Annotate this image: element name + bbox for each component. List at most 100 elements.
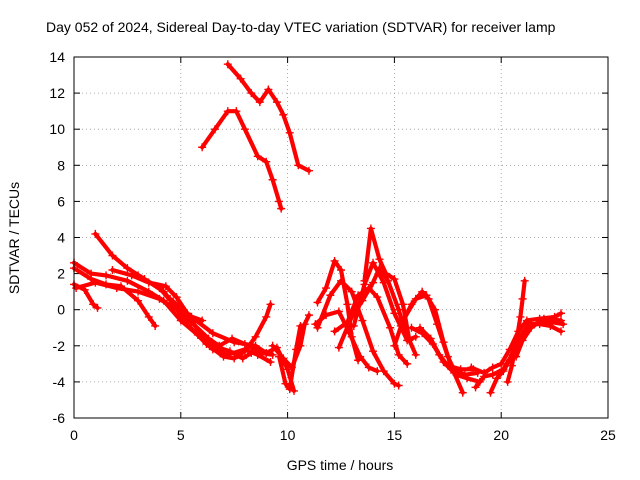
data-point	[247, 89, 256, 98]
data-point	[238, 354, 247, 363]
data-point	[262, 349, 271, 358]
data-point	[151, 321, 160, 330]
series-arc-21	[396, 287, 484, 386]
data-point	[458, 388, 467, 397]
data-point	[251, 332, 260, 341]
data-point	[418, 287, 427, 296]
data-point	[251, 341, 260, 350]
data-point	[330, 256, 339, 265]
data-point	[497, 359, 506, 368]
y-tick-label: 8	[57, 157, 65, 173]
data-point	[439, 358, 448, 367]
data-point	[366, 224, 375, 233]
data-point	[285, 385, 294, 394]
data-point	[407, 323, 416, 332]
data-point	[277, 204, 286, 213]
data-point	[183, 320, 192, 329]
y-tick-label: 0	[57, 302, 65, 318]
data-point	[390, 309, 399, 318]
data-point	[290, 386, 299, 395]
data-point	[247, 349, 256, 358]
series-arc-10	[275, 321, 305, 394]
data-point	[304, 311, 313, 320]
data-point	[488, 370, 497, 379]
data-point	[396, 321, 405, 330]
data-point	[512, 338, 521, 347]
y-tick-label: -6	[53, 410, 66, 426]
data-point	[264, 85, 273, 94]
data-point	[102, 271, 111, 280]
chart-title: Day 052 of 2024, Sidereal Day-to-day VTE…	[46, 19, 556, 35]
data-point	[403, 359, 412, 368]
data-point	[394, 305, 403, 314]
data-point	[202, 339, 211, 348]
data-point	[411, 332, 420, 341]
data-point	[275, 197, 284, 206]
data-point	[379, 278, 388, 287]
data-point	[499, 367, 508, 376]
data-point	[281, 379, 290, 388]
data-point	[512, 352, 521, 361]
y-tick-label: 6	[57, 193, 65, 209]
data-point	[253, 152, 262, 161]
data-point	[557, 327, 566, 336]
data-point	[369, 347, 378, 356]
data-point	[296, 321, 305, 330]
data-point	[219, 352, 228, 361]
data-point	[155, 284, 164, 293]
data-point	[313, 298, 322, 307]
y-tick-label: 10	[49, 121, 65, 137]
data-point	[518, 336, 527, 345]
data-point	[230, 354, 239, 363]
data-point	[443, 352, 452, 361]
data-point	[428, 339, 437, 348]
series-arc-15	[313, 276, 403, 390]
data-point	[349, 321, 358, 330]
series-arc-27	[503, 276, 529, 386]
data-point	[433, 320, 442, 329]
data-point	[518, 294, 527, 303]
y-tick-label: -2	[53, 338, 66, 354]
data-point	[72, 284, 81, 293]
series-arc-12	[223, 60, 313, 175]
data-point	[334, 307, 343, 316]
series-line	[336, 266, 408, 350]
data-point	[450, 368, 459, 377]
x-tick-label: 25	[600, 427, 616, 443]
data-point	[383, 276, 392, 285]
data-point	[283, 365, 292, 374]
data-point	[134, 296, 143, 305]
data-point	[456, 365, 465, 374]
x-tick-label: 15	[387, 427, 403, 443]
data-point	[108, 265, 117, 274]
y-tick-label: -4	[53, 374, 66, 390]
data-point	[398, 300, 407, 309]
series-line	[409, 325, 465, 395]
series-arc-11	[198, 107, 286, 213]
data-point	[360, 276, 369, 285]
series-arc-19	[360, 224, 420, 359]
data-point	[390, 379, 399, 388]
data-point	[279, 110, 288, 119]
data-point	[405, 336, 414, 345]
y-tick-label: 2	[57, 266, 65, 282]
data-point	[161, 282, 170, 291]
data-point	[223, 107, 232, 116]
data-point	[294, 161, 303, 170]
data-point	[557, 316, 566, 325]
data-point	[134, 271, 143, 280]
data-point	[326, 291, 335, 300]
data-point	[134, 287, 143, 296]
data-point	[394, 381, 403, 390]
data-point	[463, 374, 472, 383]
data-point	[394, 350, 403, 359]
data-point	[488, 363, 497, 372]
data-point	[225, 347, 234, 356]
data-point	[232, 107, 241, 116]
data-point	[381, 269, 390, 278]
data-point	[337, 276, 345, 285]
data-point	[347, 287, 356, 296]
x-tick-label: 0	[70, 427, 78, 443]
data-point	[369, 258, 378, 267]
